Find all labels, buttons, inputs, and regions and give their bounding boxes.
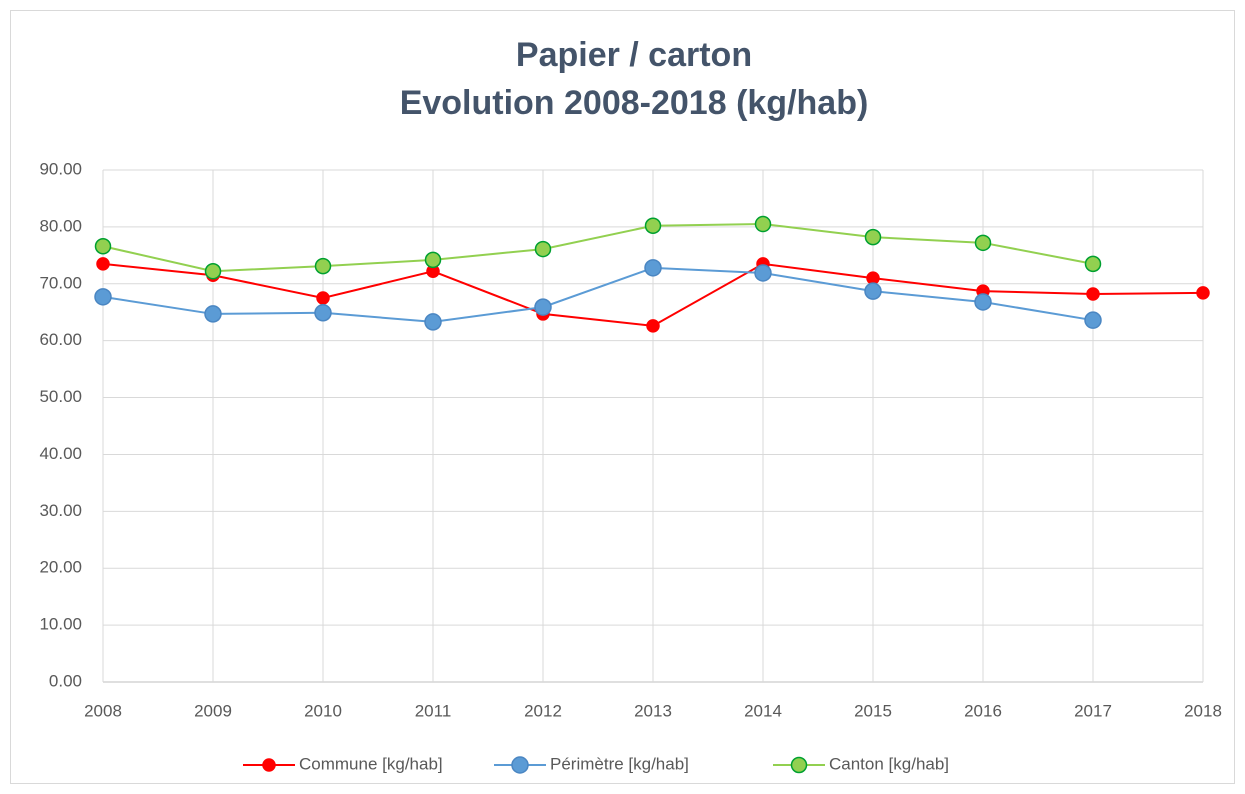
legend-marker <box>790 756 808 774</box>
marker <box>974 293 992 311</box>
x-tick-label: 2018 <box>1184 701 1222 720</box>
marker <box>1086 287 1100 301</box>
y-tick-label: 50.00 <box>39 387 82 406</box>
legend-label: Périmètre [kg/hab] <box>550 754 689 773</box>
y-tick-label: 0.00 <box>49 671 82 690</box>
marker <box>94 237 112 255</box>
y-tick-label: 40.00 <box>39 444 82 463</box>
y-tick-label: 70.00 <box>39 273 82 292</box>
marker <box>96 257 110 271</box>
y-tick-label: 60.00 <box>39 330 82 349</box>
marker <box>1084 311 1102 329</box>
chart-title: Papier / carton <box>516 36 752 74</box>
x-tick-label: 2011 <box>415 701 452 720</box>
x-tick-label: 2016 <box>964 701 1002 720</box>
marker <box>864 228 882 246</box>
marker <box>646 319 660 333</box>
marker <box>424 313 442 331</box>
marker <box>1084 255 1102 273</box>
marker <box>204 263 222 280</box>
marker <box>644 217 662 235</box>
y-tick-label: 30.00 <box>39 501 82 520</box>
x-tick-label: 2008 <box>84 701 122 720</box>
y-tick-label: 20.00 <box>39 558 82 577</box>
y-tick-label: 90.00 <box>39 159 82 178</box>
marker <box>754 215 772 233</box>
x-tick-label: 2014 <box>744 701 782 720</box>
series-line <box>102 266 1094 323</box>
marker <box>94 288 112 306</box>
marker <box>974 234 992 252</box>
x-tick-label: 2015 <box>854 701 892 720</box>
legend-label: Canton [kg/hab] <box>829 754 949 773</box>
series-line <box>102 223 1094 273</box>
marker <box>424 251 442 269</box>
x-tick-label: 2010 <box>304 701 342 720</box>
marker <box>644 259 662 277</box>
marker <box>1196 286 1210 300</box>
x-tick-label: 2012 <box>524 701 562 720</box>
x-tick-label: 2013 <box>634 701 672 720</box>
chart-frame <box>10 10 1235 784</box>
marker <box>866 271 880 285</box>
chart-subtitle: Evolution 2008-2018 (kg/hab) <box>400 84 869 122</box>
marker <box>314 257 332 275</box>
marker <box>534 240 552 258</box>
legend-marker <box>262 758 276 772</box>
marker <box>534 298 552 316</box>
legend-marker <box>511 756 529 774</box>
marker <box>204 305 222 323</box>
y-tick-label: 10.00 <box>39 615 82 634</box>
x-tick-label: 2017 <box>1074 701 1112 720</box>
x-tick-label: 2009 <box>194 701 232 720</box>
marker <box>314 304 332 322</box>
marker <box>754 264 772 282</box>
marker <box>864 282 882 300</box>
y-tick-label: 80.00 <box>39 216 82 235</box>
legend-label: Commune [kg/hab] <box>299 754 443 773</box>
marker <box>316 291 330 305</box>
